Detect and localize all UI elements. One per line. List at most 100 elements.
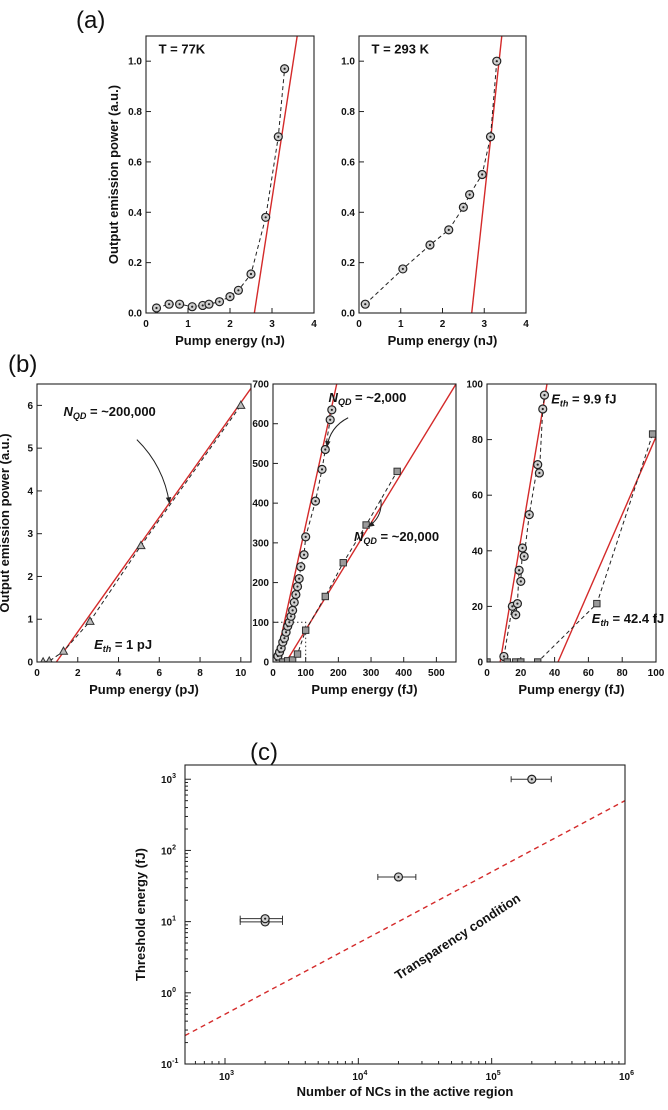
y-tick-label: 10-1 (161, 1058, 178, 1071)
data-point-dot (428, 243, 432, 247)
fit-line-0 (253, 36, 298, 313)
y-tick-label: 100 (161, 987, 176, 1000)
data-point-dot (201, 304, 204, 307)
data-point-dot (519, 580, 522, 583)
data-point-dot (324, 448, 327, 451)
data-point (362, 521, 370, 529)
x-tick-label: 6 (157, 668, 163, 679)
data-point-dot (523, 555, 526, 558)
data-point-dot (530, 778, 533, 781)
data-point-dot (155, 306, 158, 310)
y-tick-label: 0 (477, 658, 483, 669)
y-tick-label: 0.6 (128, 157, 142, 168)
y-tick-label: 3 (27, 529, 33, 540)
data-point-dot (516, 602, 519, 605)
y-axis-label: Output emission power (a.u.) (106, 85, 121, 264)
annotation-b3-0: Eth = 9.9 fJ (551, 391, 616, 408)
annotation-c-0: Transparency condition (392, 890, 523, 982)
x-tick-label: 105 (486, 1070, 501, 1083)
y-tick-label: 300 (252, 538, 269, 549)
x-tick-label: 0 (484, 668, 490, 679)
data-point-dot (284, 631, 288, 634)
plot-frame (486, 383, 657, 663)
y-tick-label: 400 (252, 499, 269, 510)
fit-line-1 (557, 436, 656, 662)
annotation-b3-1: Eth = 42.4 fJ (592, 611, 664, 628)
data-point-dot (330, 408, 333, 411)
data-point (321, 592, 329, 601)
data-point-dot (178, 303, 181, 306)
series-0-connector (156, 68, 286, 309)
x-tick-label: 300 (363, 668, 380, 679)
y-tick-label: 700 (252, 380, 269, 391)
arrow-head-0 (165, 496, 172, 504)
data-point (288, 656, 297, 662)
y-tick-label: 80 (472, 435, 484, 446)
y-tick-label: 0 (27, 658, 33, 669)
data-point-dot (288, 621, 291, 624)
x-tick-label: 40 (549, 668, 561, 679)
data-point-dot (481, 173, 484, 176)
x-tick-label: 0 (143, 319, 149, 330)
data-point-dot (511, 605, 514, 608)
data-point (339, 559, 347, 567)
data-point-dot (283, 67, 286, 70)
x-tick-label: 0 (34, 668, 40, 679)
x-tick-label: 1 (185, 319, 191, 330)
x-tick-label: 0 (270, 668, 276, 679)
data-point-dot (364, 303, 367, 306)
y-tick-label: 5 (27, 444, 33, 455)
x-tick-label: 500 (428, 668, 445, 679)
data-point (293, 650, 302, 658)
x-tick-label: 400 (395, 668, 412, 679)
fit-line-0 (499, 384, 548, 662)
chart-a1: 0 1 2 3 4 0.0 0.2 0.4 0.6 0.8 1.0 Pump energy (nJ) O… (106, 35, 317, 348)
x-tick-label: 60 (583, 668, 595, 679)
y-tick-label: 600 (252, 419, 269, 430)
y-tick-label: 500 (252, 459, 269, 470)
annotation-b2-1: NQD = ~20,000 (354, 529, 439, 546)
y-tick-label: 0.0 (128, 309, 142, 320)
x-tick-label: 200 (330, 668, 347, 679)
data-point (45, 655, 53, 662)
data-point-dot (302, 553, 306, 556)
y-tick-label: 60 (472, 491, 484, 502)
data-point (136, 540, 146, 550)
data-point-dot (293, 601, 296, 604)
y-tick-label: 200 (252, 578, 269, 589)
data-point (235, 400, 246, 409)
y-tick-label: 102 (161, 844, 176, 857)
data-point-dot (264, 917, 267, 920)
data-point-dot (462, 206, 465, 209)
arrow-head-0 (325, 440, 331, 448)
y-tick-label: 100 (466, 380, 483, 391)
plot-area (40, 387, 251, 662)
y-tick-label: 0 (263, 658, 269, 669)
data-point-dot (495, 60, 498, 63)
y-tick-label: 40 (472, 546, 484, 557)
data-point-dot (536, 463, 539, 466)
data-point (40, 656, 47, 662)
y-tick-label: 0.2 (128, 258, 142, 269)
data-point-dot (294, 593, 297, 596)
plot-frame (272, 383, 457, 663)
data-point-dot (291, 609, 294, 612)
data-point-dot (397, 875, 400, 879)
x-tick-label: 2 (440, 319, 446, 330)
x-tick-label: 8 (197, 668, 203, 679)
data-point-dot (280, 647, 283, 650)
data-point-dot (329, 418, 332, 421)
data-point (593, 599, 601, 608)
plot-area (185, 774, 625, 1037)
arrow-head-1 (367, 521, 375, 527)
y-tick-label: 103 (161, 773, 176, 786)
data-point-dot (264, 216, 267, 219)
charts-layer: 0 1 2 3 4 0.0 0.2 0.4 0.6 0.8 1.0 Pump energy (nJ) O… (0, 35, 665, 1099)
data-point-dot (401, 267, 404, 271)
chart-b3: 0 20 40 60 80 100 0 20 40 60 80 100 Pump energy (fJ)… (466, 380, 664, 698)
x-tick-label: 4 (311, 319, 317, 330)
data-point-dot (168, 303, 171, 306)
annotation-b2-0: NQD = ~2,000 (329, 390, 407, 407)
series-0-connector (364, 61, 498, 305)
